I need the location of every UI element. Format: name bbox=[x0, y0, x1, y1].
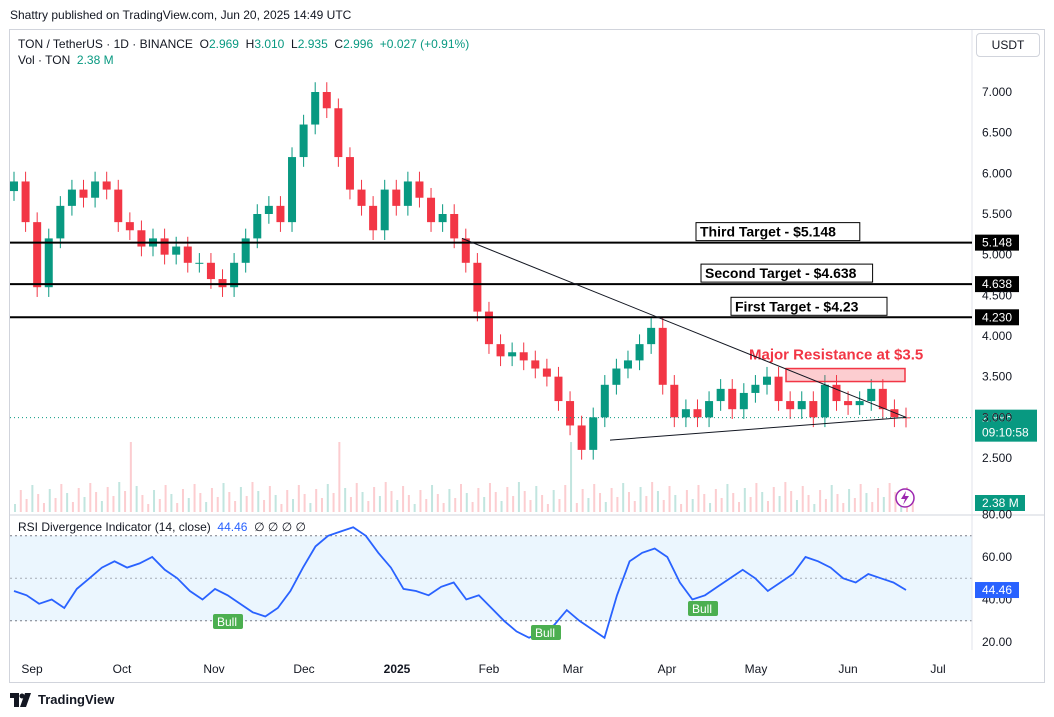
rsi-legend-value: 44.46 bbox=[217, 520, 248, 534]
rsi-legend: RSI Divergence Indicator (14, close) 44.… bbox=[18, 520, 306, 534]
high-label: H bbox=[245, 37, 255, 51]
rsi-legend-icons: ∅ ∅ ∅ ∅ bbox=[254, 520, 306, 534]
tradingview-logo-icon bbox=[10, 692, 31, 707]
rsi-name: RSI Divergence Indicator (14, close) bbox=[18, 520, 211, 534]
currency-button[interactable]: USDT bbox=[976, 33, 1040, 57]
open-label: O bbox=[199, 37, 209, 51]
low-label: L bbox=[291, 37, 298, 51]
chart-frame bbox=[9, 29, 1045, 683]
low-value: 2.935 bbox=[297, 37, 328, 51]
symbol-name[interactable]: TON / TetherUS · 1D · BINANCE bbox=[18, 37, 193, 51]
tradingview-logo[interactable]: TradingView bbox=[10, 692, 114, 707]
high-value: 3.010 bbox=[254, 37, 285, 51]
change-value: +0.027 (+0.91%) bbox=[379, 37, 470, 51]
publisher-line: Shattry published on TradingView.com, Ju… bbox=[10, 8, 352, 22]
tradingview-brand: TradingView bbox=[38, 692, 115, 707]
volume-value: 2.38 M bbox=[76, 53, 114, 67]
open-value: 2.969 bbox=[208, 37, 239, 51]
close-value: 2.996 bbox=[343, 37, 374, 51]
symbol-legend: TON / TetherUS · 1D · BINANCE O2.969 H3.… bbox=[18, 36, 469, 68]
volume-label: Vol · TON bbox=[18, 53, 71, 67]
close-label: C bbox=[334, 37, 344, 51]
